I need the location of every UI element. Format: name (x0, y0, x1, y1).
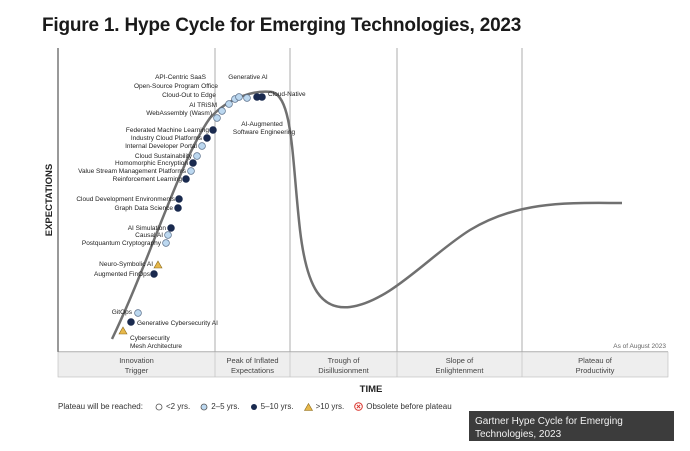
legend-item-5to10: 5–10 yrs. (250, 402, 294, 411)
marker-generative-cybersecurity-ai (127, 318, 135, 326)
phase-label: Enlightenment (436, 366, 485, 375)
marker-webassembly-wasm (213, 114, 221, 122)
label-cloud-development-environments: Cloud Development Environments (76, 196, 175, 203)
phase-label: Peak of Inflated (226, 356, 278, 365)
marker-gitops (134, 309, 142, 317)
marker-ai-trism (218, 107, 226, 115)
marker-neuro-symbolic-ai (153, 260, 163, 269)
legend-label: 5–10 yrs. (260, 402, 294, 411)
label-internal-developer-portal: Internal Developer Portal (125, 143, 197, 150)
label-generative-cybersecurity-ai: Generative Cybersecurity AI (137, 320, 218, 327)
label-api-centric-saas: API-Centric SaaS (155, 74, 207, 81)
label-augmented-finops: Augmented FinOps (94, 271, 151, 278)
legend-label: <2 yrs. (165, 402, 191, 411)
marker-api-centric-saas (235, 93, 243, 101)
figure-title: Figure 1. Hype Cycle for Emerging Techno… (42, 15, 522, 36)
legend-item-2to5: 2–5 yrs. (200, 402, 240, 411)
label-webassembly-wasm: WebAssembly (Wasm) (146, 110, 212, 117)
marker-homomorphic-encryption (189, 159, 197, 167)
label-gitops: GitOps (112, 309, 133, 316)
phase-label: Plateau of (578, 356, 613, 365)
label-homomorphic-encryption: Homomorphic Encryption (115, 160, 188, 167)
phase-label: Slope of (446, 356, 474, 365)
y-axis-label: EXPECTATIONS (44, 164, 55, 237)
marker-federated-machine-learning (209, 126, 217, 134)
legend-item-obsolete: Obsolete before plateau (354, 402, 452, 411)
label-cloud-sustainability: Cloud Sustainability (135, 153, 193, 160)
label-postquantum-cryptography: Postquantum Cryptography (82, 240, 162, 247)
label-ai-augmented-software-engineering: AI-Augmented (241, 121, 283, 128)
marker-generative-ai (243, 94, 251, 102)
as-of-annotation: As of August 2023 (613, 343, 666, 350)
label-generative-ai: Generative AI (228, 74, 268, 81)
legend-item-lt2: <2 yrs. (155, 402, 190, 411)
label-reinforcement-learning: Reinforcement Learning (113, 176, 183, 183)
label-open-source-program-office: Open-Source Program Office (134, 83, 218, 90)
marker-reinforcement-learning (182, 175, 190, 183)
marker-graph-data-science (174, 204, 182, 212)
phase-label: Productivity (576, 366, 615, 375)
marker-causal-ai (164, 231, 172, 239)
legend-title: Plateau will be reached: (58, 402, 143, 411)
legend-item-gt10: >10 yrs. (303, 402, 345, 411)
label-federated-machine-learning: Federated Machine Learning (126, 127, 209, 134)
phase-band (57, 351, 669, 378)
hype-curve (110, 90, 623, 340)
circle-open-icon (155, 403, 163, 410)
phase-label: Disillusionment (318, 366, 369, 375)
phase-label: Trough of (328, 356, 361, 365)
label-industry-cloud-platforms: Industry Cloud Platforms (131, 135, 203, 142)
marker-industry-cloud-platforms (203, 134, 211, 142)
marker-postquantum-cryptography (162, 239, 170, 247)
phase-label: Trigger (125, 366, 149, 375)
label-causal-ai: Causal AI (135, 232, 163, 239)
label-graph-data-science: Graph Data Science (114, 205, 173, 212)
marker-cloud-development-environments (175, 195, 183, 203)
marker-augmented-finops (150, 270, 158, 278)
label-ai-augmented-software-engineering: Software Engineering (233, 129, 296, 136)
x-axis-label: TIME (360, 384, 383, 395)
label-ai-simulation: AI Simulation (128, 225, 167, 232)
marker-ai-augmented-software-engineering (253, 93, 261, 101)
label-cybersecurity-mesh-architecture: Cybersecurity (130, 335, 170, 342)
circle-dark-icon (250, 403, 257, 410)
legend-label: Obsolete before plateau (366, 402, 452, 411)
label-cloud-out-to-edge: Cloud-Out to Edge (162, 92, 216, 99)
marker-internal-developer-portal (198, 142, 206, 150)
legend: Plateau will be reached: <2 yrs. 2–5 yrs… (58, 402, 452, 411)
marker-value-stream-management-platforms (187, 167, 195, 175)
legend-label: 2–5 yrs. (211, 402, 240, 411)
phase-label: Innovation (119, 356, 154, 365)
marker-cybersecurity-mesh-architecture (118, 326, 128, 335)
label-value-stream-management-platforms: Value Stream Management Platforms (78, 168, 187, 175)
legend-label: >10 yrs. (315, 402, 345, 411)
x-circle-icon (354, 402, 364, 411)
marker-cloud-sustainability (193, 152, 201, 160)
phase-label: Expectations (231, 366, 274, 375)
label-ai-trism: AI TRiSM (189, 102, 217, 109)
label-neuro-symbolic-ai: Neuro-Symbolic AI (99, 261, 153, 268)
label-cybersecurity-mesh-architecture: Mesh Architecture (130, 343, 182, 350)
label-cloud-native: Cloud-Native (268, 91, 306, 98)
marker-cloud-out-to-edge (225, 100, 233, 108)
circle-light-icon (200, 403, 208, 410)
image-caption: Gartner Hype Cycle for Emerging Technolo… (469, 411, 674, 441)
triangle-icon (303, 402, 313, 411)
marker-ai-simulation (167, 224, 175, 232)
